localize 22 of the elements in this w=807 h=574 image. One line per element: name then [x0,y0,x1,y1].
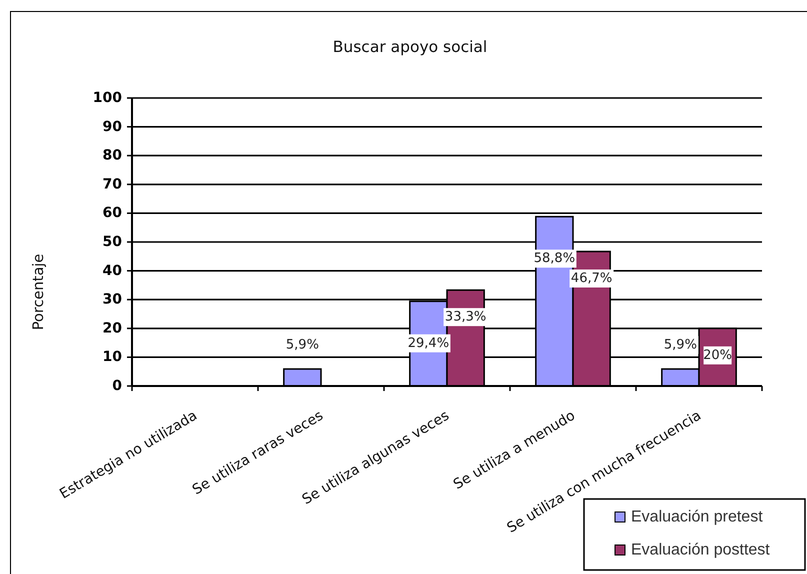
data-label: 58,8% [534,251,576,266]
y-tick-label: 20 [102,320,122,336]
y-tick-label: 90 [102,118,122,135]
data-label: 5,9% [664,338,697,353]
y-tick-label: 30 [102,292,122,308]
y-tick-label: 50 [102,234,122,250]
y-tick-label: 100 [92,90,122,106]
y-tick-label: 80 [102,148,122,164]
data-label: 5,9% [286,338,319,353]
chart-title: Buscar apoyo social [332,38,488,56]
y-tick-label: 0 [112,378,122,394]
y-tick-label: 40 [102,262,122,279]
legend-label: Evaluación posttest [631,542,770,558]
legend-label: Evaluación pretest [631,508,764,526]
data-label: 29,4% [408,336,450,351]
data-label: 46,7% [570,271,612,286]
y-tick-label: 70 [102,176,122,192]
y-tick-label: 60 [102,205,122,222]
data-label: 20% [703,348,732,363]
y-axis-title: Porcentaje [31,254,47,330]
data-label: 33,3% [444,310,486,325]
y-tick-label: 10 [102,349,122,366]
